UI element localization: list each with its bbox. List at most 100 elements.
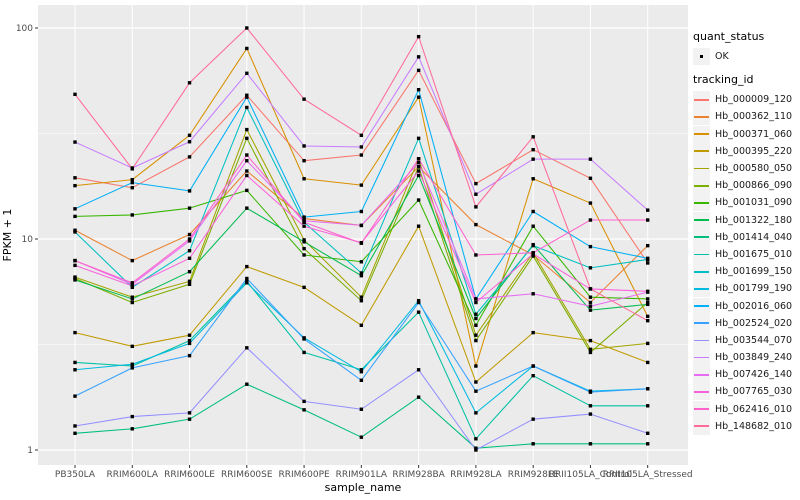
legend-item-label: Hb_062416_010 bbox=[715, 403, 793, 415]
data-point bbox=[73, 183, 77, 188]
data-point bbox=[130, 300, 134, 305]
legend-item-label: Hb_003849_240 bbox=[715, 352, 793, 364]
data-point bbox=[588, 287, 593, 291]
legend-key-swatch bbox=[693, 245, 710, 263]
data-point bbox=[531, 373, 535, 378]
legend-item: Hb_062416_010 bbox=[693, 400, 799, 418]
data-point bbox=[73, 214, 77, 219]
legend-key-swatch bbox=[693, 263, 710, 281]
legend-item: Hb_148682_010 bbox=[693, 417, 799, 435]
legend-quant-title: quant_status bbox=[693, 30, 765, 43]
data-point bbox=[130, 364, 134, 368]
data-point bbox=[646, 319, 650, 323]
data-point bbox=[646, 261, 650, 265]
legend-item: Hb_001322_180 bbox=[693, 211, 799, 229]
legend-item: Hb_000580_050 bbox=[693, 160, 799, 178]
data-point bbox=[302, 224, 306, 228]
data-point bbox=[531, 330, 535, 335]
data-point bbox=[73, 258, 77, 263]
data-point bbox=[474, 316, 478, 321]
data-point bbox=[588, 338, 593, 343]
data-point bbox=[245, 206, 249, 210]
data-point bbox=[416, 95, 421, 99]
data-point bbox=[187, 189, 192, 193]
data-point bbox=[245, 281, 249, 285]
data-point bbox=[73, 431, 77, 435]
data-point bbox=[73, 140, 77, 144]
data-point bbox=[130, 414, 134, 419]
data-point bbox=[646, 256, 650, 261]
data-point bbox=[359, 260, 364, 264]
data-point bbox=[646, 431, 650, 435]
data-point bbox=[646, 300, 650, 305]
data-point bbox=[588, 157, 593, 161]
data-point bbox=[359, 271, 364, 275]
legend-item: Hb_003849_240 bbox=[693, 349, 799, 367]
data-point bbox=[187, 333, 192, 337]
data-point bbox=[531, 209, 535, 214]
data-point bbox=[187, 353, 192, 358]
legend-item-label: OK bbox=[715, 51, 729, 63]
plot-generated: 1 10 100 PB350LA RRIM600LA RRIM600LE RRIM600SE… bbox=[16, 5, 693, 480]
data-point bbox=[187, 341, 192, 346]
legend-item-label: Hb_007426_140 bbox=[715, 369, 793, 381]
legend-item: Hb_001799_190 bbox=[693, 280, 799, 298]
data-point bbox=[359, 183, 364, 187]
legend-key-swatch bbox=[693, 400, 710, 418]
data-point bbox=[646, 360, 650, 365]
data-point bbox=[73, 207, 77, 211]
data-point bbox=[187, 133, 192, 138]
x-tick-label: RRII105LA_Stressed bbox=[603, 470, 693, 480]
legend-item-label: Hb_001322_180 bbox=[715, 214, 793, 226]
data-point bbox=[474, 222, 478, 227]
data-point bbox=[130, 427, 134, 431]
legend-item: Hb_003544_070 bbox=[693, 331, 799, 349]
data-point bbox=[531, 224, 535, 228]
data-point bbox=[130, 178, 134, 182]
data-point bbox=[130, 362, 134, 366]
data-point bbox=[245, 46, 249, 51]
data-point bbox=[302, 177, 306, 181]
data-point bbox=[73, 360, 77, 365]
data-point bbox=[302, 215, 306, 219]
x-tick-label: RRIM901LA bbox=[336, 470, 388, 480]
legend-key-swatch bbox=[693, 297, 710, 315]
data-point bbox=[302, 246, 306, 251]
data-point bbox=[187, 338, 192, 343]
data-point bbox=[245, 127, 249, 132]
legend-tracking-title: tracking_id bbox=[693, 73, 754, 87]
data-point bbox=[245, 188, 249, 193]
x-tick-label: PB350LA bbox=[55, 470, 96, 480]
legend-item-label: Hb_003544_070 bbox=[715, 334, 793, 346]
data-point bbox=[531, 442, 535, 446]
data-point bbox=[187, 237, 192, 241]
data-point bbox=[302, 97, 306, 101]
legend-item: Hb_002524_020 bbox=[693, 314, 799, 332]
data-point bbox=[130, 167, 134, 171]
data-point bbox=[130, 284, 134, 288]
data-point bbox=[130, 344, 134, 349]
data-point bbox=[130, 366, 134, 370]
legend-key-swatch bbox=[693, 160, 710, 178]
data-point bbox=[245, 276, 249, 281]
data-point bbox=[245, 95, 249, 99]
legend-item-label: Hb_001799_190 bbox=[715, 283, 793, 295]
legend-item-label: Hb_148682_010 bbox=[715, 420, 793, 432]
data-point bbox=[130, 213, 134, 217]
data-point bbox=[588, 176, 593, 180]
data-point bbox=[187, 411, 192, 415]
legend-item: Hb_000362_110 bbox=[693, 108, 799, 126]
data-point bbox=[646, 341, 650, 346]
legend-item: Hb_000371_060 bbox=[693, 125, 799, 143]
data-point bbox=[531, 364, 535, 368]
data-point bbox=[73, 330, 77, 335]
x-tick-label: RRIM928LE bbox=[508, 470, 559, 480]
data-point bbox=[359, 273, 364, 278]
data-point bbox=[245, 71, 249, 75]
data-point bbox=[245, 159, 249, 163]
legend-key-swatch bbox=[693, 125, 710, 143]
data-point bbox=[245, 105, 249, 110]
data-point bbox=[531, 157, 535, 161]
data-point bbox=[416, 224, 421, 228]
